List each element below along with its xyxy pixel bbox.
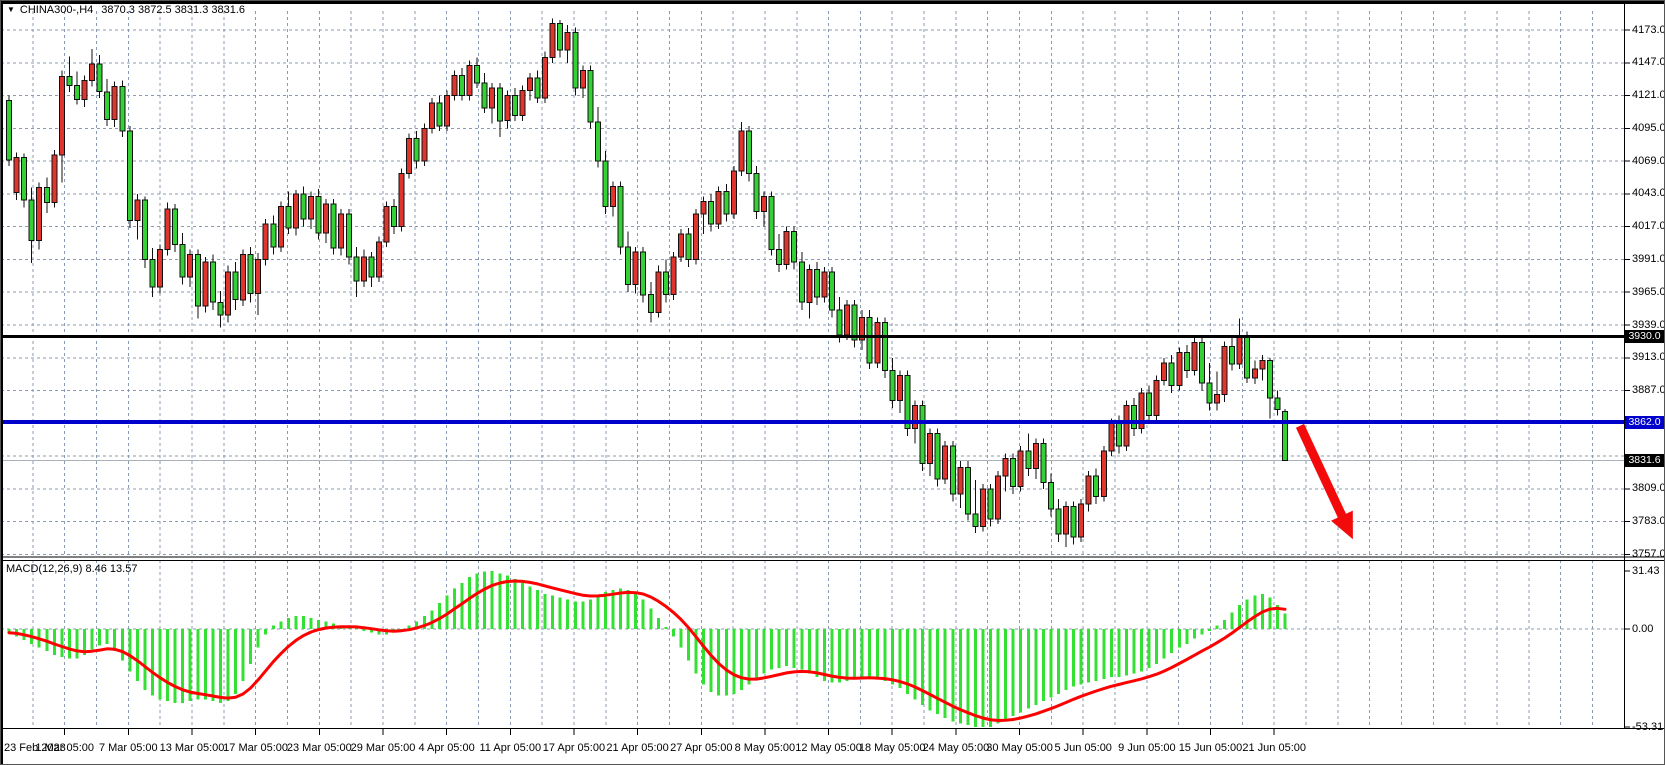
price-badge-3862.0: 3862.0: [1625, 415, 1664, 429]
price-axis-label: 4043.0: [1632, 187, 1665, 200]
price-axis-label: 4095.0: [1632, 121, 1665, 134]
macd-axis-label: -53.31: [1632, 720, 1664, 733]
time-axis-label: 27 Apr 05:00: [670, 742, 733, 754]
time-axis-label: 17 Mar 05:00: [223, 742, 289, 754]
price-axis-label: 4173.0: [1632, 23, 1665, 36]
price-axis-label: 3757.0: [1632, 547, 1665, 560]
time-axis-label: 13 Mar 05:00: [159, 742, 225, 754]
price-badge-3930.0: 3930.0: [1625, 329, 1664, 343]
time-axis-label: 21 Jun 05:00: [1242, 742, 1306, 754]
price-axis-label: 4121.0: [1632, 89, 1665, 101]
price-axis-label: 3939.0: [1632, 318, 1665, 331]
price-axis-label: 3991.0: [1632, 252, 1665, 265]
macd-indicator-label: MACD(12,26,9) 8.46 13.57: [6, 563, 138, 575]
time-axis-label: 17 Apr 05:00: [542, 742, 606, 754]
time-axis-label: 29 Mar 05:00: [350, 742, 416, 754]
price-axis-label: 3913.0: [1632, 351, 1665, 364]
time-axis-label: 4 Apr 05:00: [418, 742, 475, 754]
price-axis-label: 3783.0: [1632, 515, 1665, 528]
price-axis-label: 4017.0: [1632, 220, 1665, 233]
price-axis-label: 3965.0: [1632, 285, 1665, 298]
symbol-period-label: CHINA300-,H4: [19, 4, 94, 16]
price-axis-label: 4147.0: [1632, 56, 1665, 69]
time-axis-label: 11 Apr 05:00: [479, 742, 542, 754]
price-axis-label: 3809.0: [1632, 482, 1665, 495]
macd-axis-label: 31.43: [1632, 564, 1660, 577]
time-axis-label: 18 May 05:00: [858, 742, 926, 754]
time-axis-label: 9 Jun 05:00: [1118, 742, 1176, 754]
time-axis-label: 24 May 05:00: [922, 742, 990, 754]
price-axis-label: 3887.0: [1632, 384, 1665, 396]
time-axis-label: 1 Mar 05:00: [35, 742, 95, 754]
macd-histogram: [7, 570, 1287, 727]
symbol-title: ▼ CHINA300-,H4 3870.3 3872.5 3831.3 3831.6: [7, 4, 245, 18]
macd-signal-line: [7, 579, 1287, 722]
macd-axis-label: 0.00: [1632, 622, 1654, 635]
time-axis-label: 23 Feb 2023: [4, 742, 66, 754]
down-arrow-annotation[interactable]: [1295, 423, 1353, 540]
time-axis-label: 5 Jun 05:00: [1054, 742, 1112, 754]
price-badge-3831.6: 3831.6: [1625, 453, 1664, 467]
time-axis-label: 23 Mar 05:00: [286, 742, 352, 754]
price-axis-label: 4069.0: [1632, 154, 1665, 167]
time-axis-label: 7 Mar 05:00: [98, 742, 158, 754]
symbol-dropdown-icon[interactable]: ▼: [7, 5, 15, 14]
time-axis-label: 15 Jun 05:00: [1178, 742, 1243, 754]
candles: [6, 18, 1288, 547]
ohlc-values-label: 3870.3 3872.5 3831.3 3831.6: [101, 4, 246, 16]
time-axis-label: 30 May 05:00: [986, 742, 1053, 754]
time-axis-label: 12 May 05:00: [795, 742, 862, 754]
time-axis-label: 8 May 05:00: [734, 742, 796, 754]
time-axis-label: 21 Apr 05:00: [606, 742, 669, 754]
